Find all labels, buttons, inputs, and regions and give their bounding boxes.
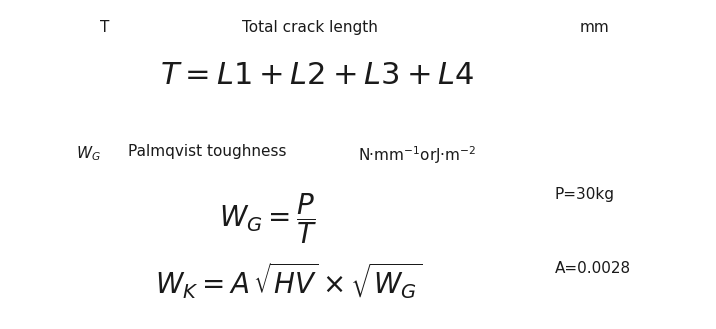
Text: Palmqvist toughness: Palmqvist toughness bbox=[128, 144, 286, 159]
Text: P=30kg: P=30kg bbox=[555, 187, 615, 202]
Text: T: T bbox=[100, 20, 110, 35]
Text: $W_G$: $W_G$ bbox=[76, 144, 101, 163]
Text: $\mathit{T} = \mathit{L}\mathit{1} + \mathit{L}\mathit{2} + \mathit{L}\mathit{3}: $\mathit{T} = \mathit{L}\mathit{1} + \ma… bbox=[160, 61, 474, 90]
Text: Total crack length: Total crack length bbox=[242, 20, 378, 35]
Text: N·mm$^{-1}$orJ·m$^{-2}$: N·mm$^{-1}$orJ·m$^{-2}$ bbox=[358, 144, 476, 166]
Text: mm: mm bbox=[580, 20, 610, 35]
Text: $W_G = \dfrac{P}{T}$: $W_G = \dfrac{P}{T}$ bbox=[219, 191, 317, 246]
Text: $W_K = A\,\sqrt{HV} \times \sqrt{W_G}$: $W_K = A\,\sqrt{HV} \times \sqrt{W_G}$ bbox=[155, 261, 422, 301]
Text: A=0.0028: A=0.0028 bbox=[555, 261, 631, 276]
